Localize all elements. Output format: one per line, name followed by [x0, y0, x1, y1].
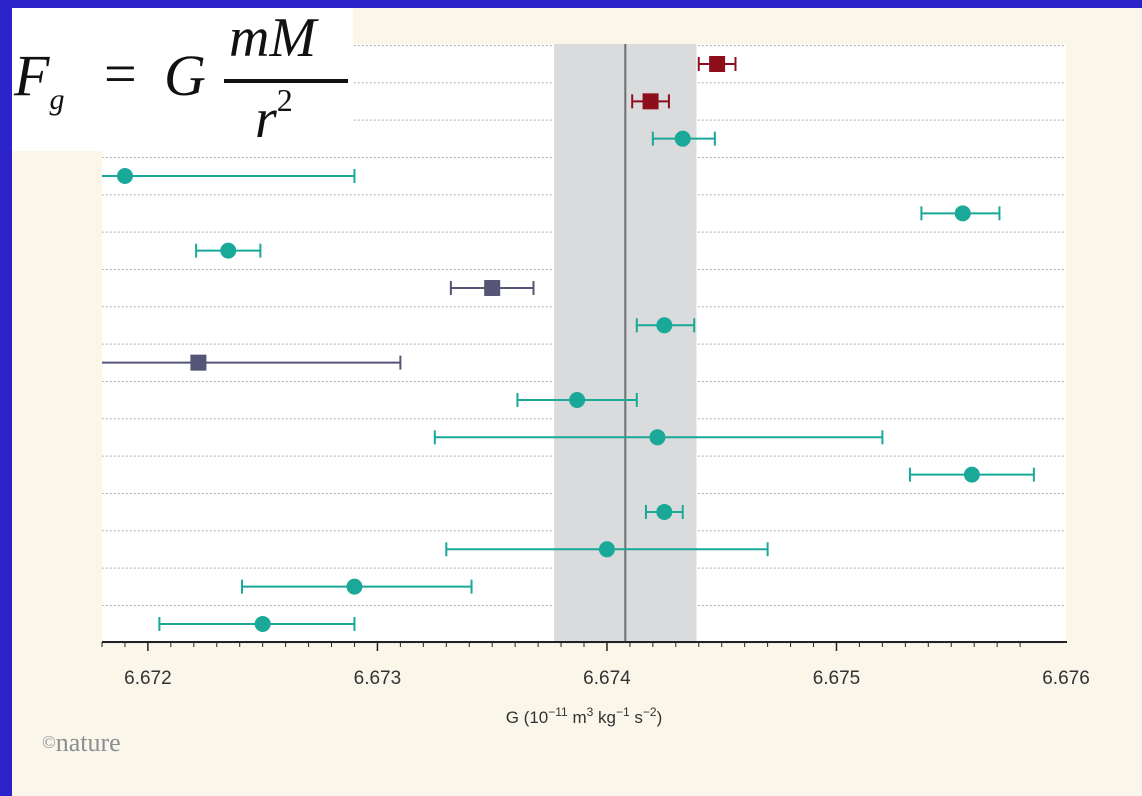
- formula-denominator: r2: [255, 82, 293, 150]
- measurement-8: [635, 317, 696, 334]
- circle-marker: [346, 578, 363, 595]
- x-tick-label: 6.675: [813, 668, 861, 689]
- measurement-15: [241, 578, 473, 595]
- measurement-10: [516, 391, 638, 408]
- measurement-11: [433, 429, 884, 446]
- x-axis-label: G (10−11 m3 kg−1 s−2): [506, 705, 663, 727]
- circle-marker: [656, 503, 673, 520]
- measurement-9: [102, 354, 402, 371]
- circle-marker: [649, 429, 666, 446]
- circle-marker: [116, 167, 133, 184]
- measurement-12: [908, 466, 1035, 483]
- measurement-7: [449, 279, 535, 296]
- circle-marker: [656, 317, 673, 334]
- gravity-formula: Fg = G mM r2: [12, 7, 353, 151]
- formula-equals: =: [104, 41, 137, 106]
- square-marker: [190, 354, 207, 371]
- circle-marker: [963, 466, 980, 483]
- measurement-4: [102, 167, 356, 184]
- square-marker: [484, 279, 501, 296]
- formula-numerator: mM: [229, 7, 317, 69]
- measurement-6: [195, 242, 262, 259]
- circle-marker: [254, 615, 271, 632]
- x-tick-label: 6.674: [583, 668, 631, 689]
- formula-force: Fg: [14, 43, 65, 116]
- x-tick-label: 6.672: [124, 668, 172, 689]
- square-marker: [642, 93, 659, 110]
- x-tick-label: 6.676: [1042, 668, 1090, 689]
- measurement-16: [158, 615, 356, 632]
- reference-band: [554, 44, 697, 641]
- nature-credit: ©nature: [42, 728, 121, 757]
- x-tick-label: 6.673: [354, 668, 402, 689]
- data-points: [102, 56, 1035, 632]
- measurement-14: [445, 541, 769, 558]
- measurement-1: [697, 56, 737, 72]
- circle-marker: [674, 130, 691, 147]
- circle-marker: [220, 242, 237, 259]
- circle-marker: [569, 391, 586, 408]
- measurement-3: [651, 130, 716, 147]
- circle-marker: [598, 541, 615, 558]
- x-axis: 6.672 6.673 6.674 6.675 6.676: [101, 641, 1090, 689]
- measurement-5: [920, 205, 1001, 222]
- measurement-13: [644, 503, 684, 520]
- measurement-2: [631, 93, 670, 110]
- formula-fraction-bar: [224, 79, 348, 83]
- square-marker: [709, 56, 726, 72]
- circle-marker: [954, 205, 971, 222]
- formula-g: G: [164, 43, 206, 108]
